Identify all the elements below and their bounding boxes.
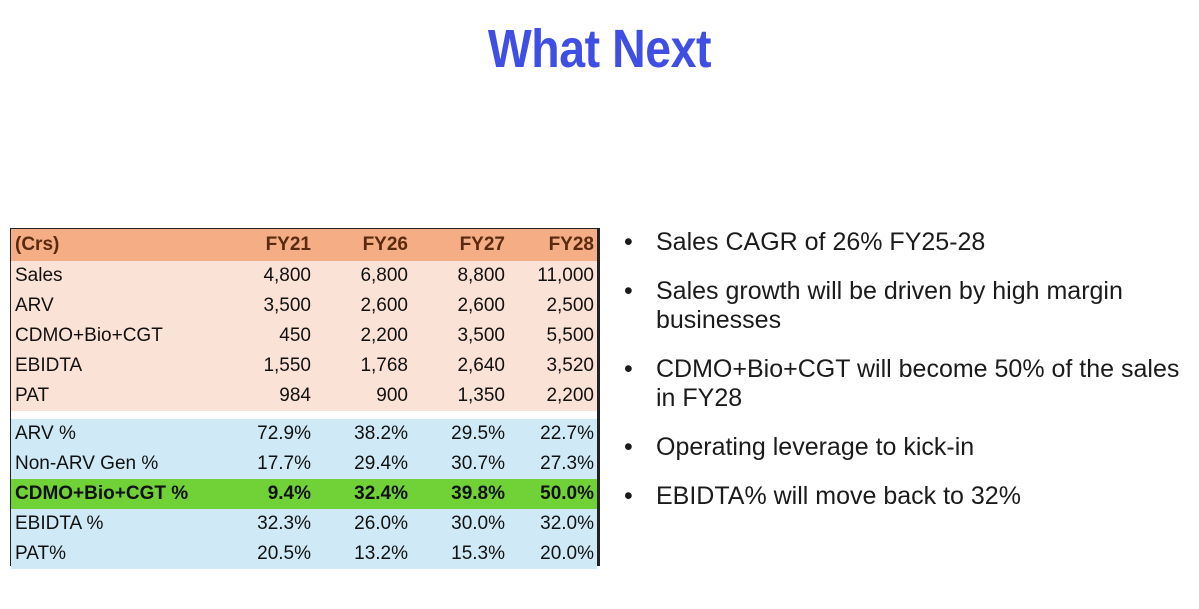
- cell-value: 22.7%: [540, 423, 594, 444]
- bullet-dot-icon: •: [624, 482, 633, 510]
- cell-value: 3,500: [457, 325, 505, 346]
- bullet-item: • Sales CAGR of 26% FY25-28: [620, 228, 1195, 257]
- cell-value: 2,200: [546, 385, 594, 406]
- bullet-item: • Sales growth will be driven by high ma…: [620, 277, 1195, 335]
- row-label: ARV %: [15, 423, 76, 444]
- cell-value: 29.4%: [354, 453, 408, 474]
- cell-value: 32.3%: [257, 513, 311, 534]
- bullet-text: CDMO+Bio+CGT will become 50% of the sale…: [656, 355, 1180, 412]
- table-row-pat-pct: PAT% 20.5% 13.2% 15.3% 20.0%: [11, 539, 597, 569]
- row-label: PAT: [15, 385, 50, 406]
- cell-value: 32.0%: [540, 513, 594, 534]
- cell-value: 1,768: [360, 355, 408, 376]
- table-row-pat: PAT 984 900 1,350 2,200: [11, 381, 597, 411]
- header-cell-fy21: FY21: [265, 234, 311, 255]
- bullet-dot-icon: •: [624, 433, 633, 461]
- cell-value: 39.8%: [451, 483, 505, 504]
- cell-value: 17.7%: [257, 453, 311, 474]
- cell-value: 32.4%: [354, 483, 408, 504]
- cell-value: 6,800: [360, 265, 408, 286]
- cell-value: 3,500: [263, 295, 311, 316]
- table-row-cdmo-pct-highlight: CDMO+Bio+CGT % 9.4% 32.4% 39.8% 50.0%: [11, 479, 597, 509]
- bullet-item: • Operating leverage to kick-in: [620, 433, 1195, 462]
- cell-value: 3,520: [546, 355, 594, 376]
- page-title: What Next: [487, 19, 712, 79]
- cell-value: 13.2%: [354, 543, 408, 564]
- header-cell-unit: (Crs): [15, 234, 60, 255]
- financials-table: (Crs) FY21 FY26 FY27 FY28 Sales 4,800 6,…: [10, 228, 600, 569]
- cell-value: 20.5%: [257, 543, 311, 564]
- cell-value: 5,500: [546, 325, 594, 346]
- cell-value: 9.4%: [267, 483, 311, 504]
- row-label: EBIDTA %: [15, 513, 104, 534]
- cell-value: 984: [279, 385, 311, 406]
- row-label: Non-ARV Gen %: [15, 453, 159, 474]
- cell-value: 11,000: [537, 265, 594, 286]
- header-cell-fy26: FY26: [362, 234, 408, 255]
- cell-value: 72.9%: [257, 423, 311, 444]
- row-label: CDMO+Bio+CGT: [15, 325, 163, 346]
- bullet-item: • CDMO+Bio+CGT will become 50% of the sa…: [620, 355, 1195, 413]
- table-row-arv-pct: ARV % 72.9% 38.2% 29.5% 22.7%: [11, 419, 597, 449]
- row-label: Sales: [15, 265, 63, 286]
- cell-value: 2,500: [546, 295, 594, 316]
- cell-value: 4,800: [263, 265, 311, 286]
- cell-value: 2,600: [360, 295, 408, 316]
- cell-value: 30.7%: [451, 453, 505, 474]
- bullet-list: • Sales CAGR of 26% FY25-28 • Sales grow…: [620, 228, 1195, 531]
- cell-value: 900: [376, 385, 408, 406]
- table-row-ebidta-pct: EBIDTA % 32.3% 26.0% 30.0% 32.0%: [11, 509, 597, 539]
- cell-value: 50.0%: [540, 483, 594, 504]
- cell-value: 1,350: [457, 385, 505, 406]
- table-spacer: [11, 411, 597, 419]
- bullet-item: • EBIDTA% will move back to 32%: [620, 482, 1195, 511]
- bullet-dot-icon: •: [624, 228, 633, 256]
- cell-value: 38.2%: [354, 423, 408, 444]
- header-cell-fy28: FY28: [548, 234, 594, 255]
- row-label: PAT%: [15, 543, 67, 564]
- bullet-text: EBIDTA% will move back to 32%: [656, 482, 1021, 510]
- table-row-cdmo: CDMO+Bio+CGT 450 2,200 3,500 5,500: [11, 321, 597, 351]
- cell-value: 27.3%: [540, 453, 594, 474]
- cell-value: 1,550: [263, 355, 311, 376]
- cell-value: 26.0%: [354, 513, 408, 534]
- cell-value: 20.0%: [540, 543, 594, 564]
- cell-value: 30.0%: [451, 513, 505, 534]
- cell-value: 2,640: [457, 355, 505, 376]
- cell-value: 2,600: [457, 295, 505, 316]
- bullet-text: Operating leverage to kick-in: [656, 433, 975, 461]
- bullet-dot-icon: •: [624, 355, 633, 383]
- bullet-text: Sales CAGR of 26% FY25-28: [656, 228, 986, 256]
- cell-value: 15.3%: [451, 543, 505, 564]
- header-cell-fy27: FY27: [459, 234, 505, 255]
- table-row-non-arv-pct: Non-ARV Gen % 17.7% 29.4% 30.7% 27.3%: [11, 449, 597, 479]
- table-header-row: (Crs) FY21 FY26 FY27 FY28: [11, 229, 597, 261]
- bullet-text: Sales growth will be driven by high marg…: [656, 277, 1123, 334]
- table-row-sales: Sales 4,800 6,800 8,800 11,000: [11, 261, 597, 291]
- row-label: EBIDTA: [15, 355, 83, 376]
- table-row-arv: ARV 3,500 2,600 2,600 2,500: [11, 291, 597, 321]
- row-label: CDMO+Bio+CGT %: [15, 483, 189, 504]
- cell-value: 450: [279, 325, 311, 346]
- row-label: ARV: [15, 295, 54, 316]
- table-row-ebidta: EBIDTA 1,550 1,768 2,640 3,520: [11, 351, 597, 381]
- bullet-dot-icon: •: [624, 277, 633, 305]
- cell-value: 2,200: [360, 325, 408, 346]
- cell-value: 29.5%: [451, 423, 505, 444]
- cell-value: 8,800: [457, 265, 505, 286]
